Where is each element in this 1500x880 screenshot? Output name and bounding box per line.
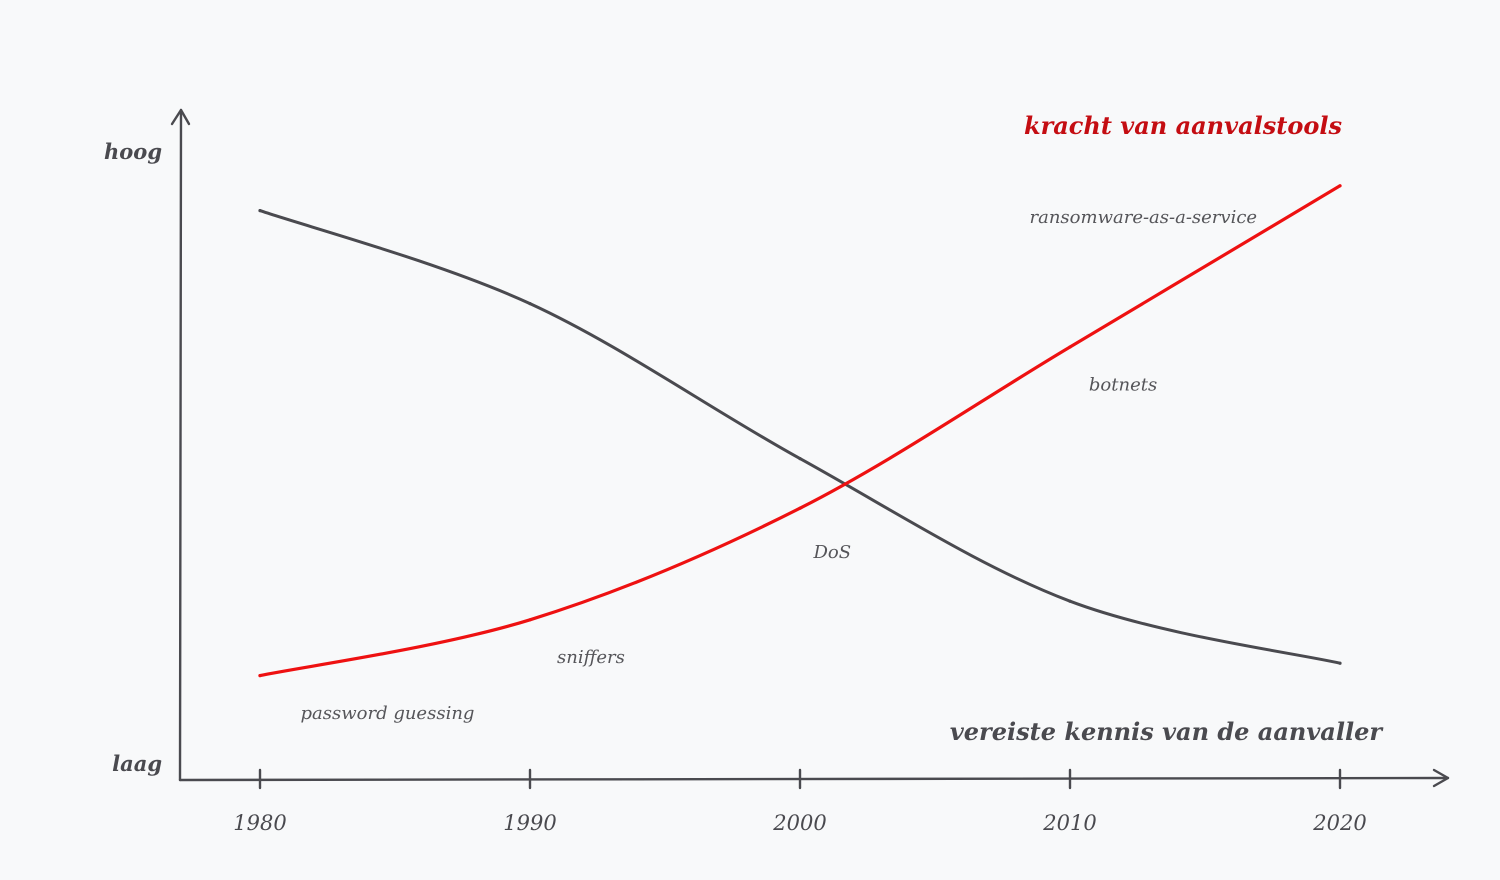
data-point — [798, 506, 802, 510]
data-point — [258, 674, 262, 678]
x-axis — [178, 768, 1450, 788]
x-axis-ticks: 1980 1990 2000 2010 2020 — [233, 768, 1367, 835]
annotation-label: ransomware-as-a-service — [1030, 207, 1258, 228]
data-point — [1338, 661, 1342, 665]
series-lines: vereiste kennis van de aanvaller kracht v… — [258, 111, 1384, 746]
y-axis-label-low: laag — [112, 751, 162, 776]
annotation-label: DoS — [813, 542, 852, 563]
series-line-vereiste-kennis-van-de-aanvaller — [258, 209, 1342, 665]
x-tick-label: 2000 — [772, 811, 826, 835]
annotation-label: password guessing — [301, 703, 475, 724]
series-line-kracht-van-aanvalstools — [258, 184, 1342, 678]
x-tick-label: 2010 — [1042, 811, 1096, 835]
data-point — [1068, 599, 1072, 603]
data-point — [798, 457, 802, 461]
x-tick-label: 2020 — [1312, 811, 1366, 835]
y-axis-line — [178, 108, 183, 782]
y-axis — [170, 108, 191, 782]
y-axis-arrow-icon — [170, 108, 191, 126]
data-point — [528, 618, 532, 622]
series-label: kracht van aanvalstools — [1024, 111, 1343, 140]
x-axis-arrow-icon — [1432, 768, 1450, 788]
annotation-label: sniffers — [557, 647, 625, 668]
x-axis-line — [178, 776, 1450, 782]
data-point — [258, 209, 262, 213]
annotations: password guessing sniffers DoS botnets ranso… — [301, 207, 1258, 724]
series-label: vereiste kennis van de aanvaller — [950, 717, 1385, 746]
data-point — [1068, 345, 1072, 349]
annotation-label: botnets — [1089, 374, 1157, 395]
x-tick-label: 1980 — [233, 811, 286, 835]
data-point — [528, 302, 532, 306]
data-point — [1338, 184, 1342, 188]
x-tick-label: 1990 — [503, 811, 556, 835]
y-axis-label-high: hoog — [104, 139, 162, 164]
